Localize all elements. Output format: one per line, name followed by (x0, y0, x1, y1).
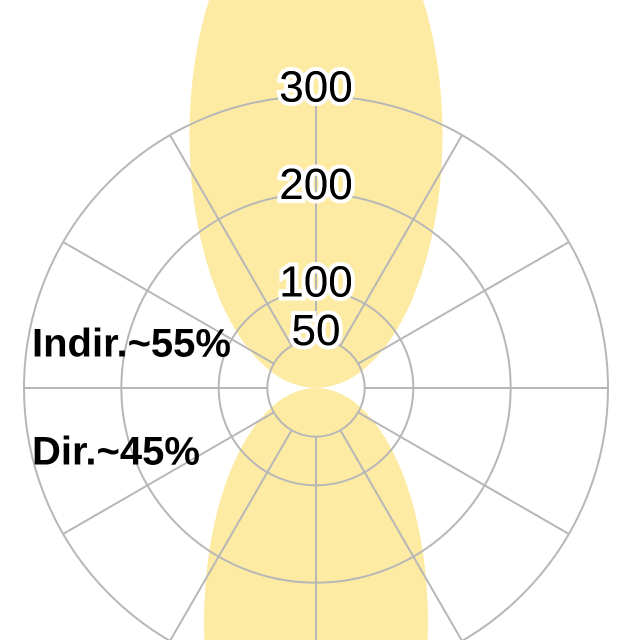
ring-label: 200 (279, 160, 352, 209)
ring-label: 50 (292, 306, 341, 355)
polar-light-distribution-chart: 5050100100200200300300 Indir.~55%Dir.~45… (0, 0, 640, 640)
direct-label: Dir.~45% (32, 430, 200, 474)
ring-label: 300 (279, 63, 352, 112)
ring-label: 100 (279, 257, 352, 306)
indirect-label: Indir.~55% (32, 322, 231, 366)
